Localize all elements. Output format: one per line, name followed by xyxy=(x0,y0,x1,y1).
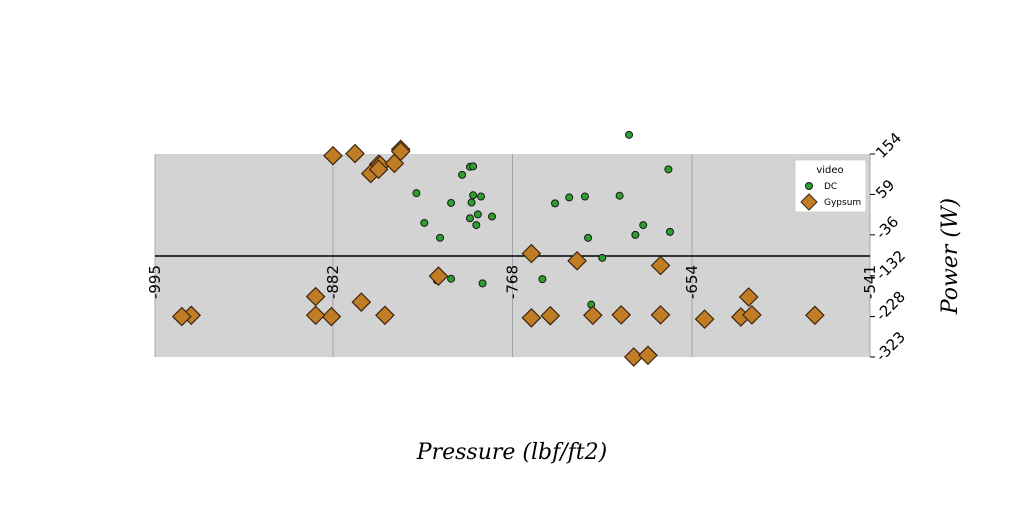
y-tick-label: -36 xyxy=(872,213,902,243)
x-tick-labels: -995 -882 -768 -654 -541 xyxy=(146,265,879,299)
point-dc xyxy=(478,279,487,288)
legend-gypsum-marker xyxy=(800,193,818,211)
point-gypsum xyxy=(638,345,658,366)
point-dc xyxy=(469,162,478,171)
point-dc xyxy=(420,218,429,227)
point-dc xyxy=(584,233,593,242)
point-dc xyxy=(472,221,481,230)
point-gypsum xyxy=(567,250,587,271)
x-tick-label: -768 xyxy=(504,265,522,299)
point-dc xyxy=(447,274,456,283)
point-gypsum xyxy=(650,305,671,325)
point-dc xyxy=(447,198,456,207)
legend-gypsum-label: Gypsum xyxy=(824,198,861,208)
point-dc xyxy=(639,221,648,230)
x-axis-title: Pressure (lbf/ft2) xyxy=(416,440,607,465)
point-dc xyxy=(436,233,445,242)
point-gypsum xyxy=(171,306,192,327)
point-dc xyxy=(488,212,497,221)
point-gypsum xyxy=(521,243,542,264)
point-dc xyxy=(469,191,478,200)
point-dc xyxy=(551,199,560,208)
y-tick-label: 59 xyxy=(872,176,898,202)
point-gypsum xyxy=(611,305,632,325)
point-dc xyxy=(625,130,634,139)
point-dc xyxy=(465,214,474,223)
x-tick-label: -654 xyxy=(683,265,701,299)
point-dc xyxy=(473,210,482,219)
point-gypsum xyxy=(368,159,389,180)
point-dc xyxy=(580,192,589,201)
point-gypsum xyxy=(321,306,342,327)
point-gypsum xyxy=(650,255,671,276)
point-dc xyxy=(538,275,547,284)
y-tick-label: -323 xyxy=(872,328,909,365)
point-dc xyxy=(664,165,673,174)
point-gypsum xyxy=(742,305,762,325)
point-dc xyxy=(458,170,467,179)
point-dc xyxy=(598,253,607,262)
y-tick-label: 154 xyxy=(872,129,905,162)
legend-title: video xyxy=(816,165,843,176)
legend-dc-label: DC xyxy=(824,182,837,192)
point-gypsum xyxy=(375,305,395,326)
point-gypsum xyxy=(351,292,372,312)
point-gypsum xyxy=(738,287,759,307)
point-dc xyxy=(631,230,640,239)
point-dc xyxy=(467,198,476,207)
point-gypsum xyxy=(428,266,449,286)
legend-dc-marker xyxy=(805,182,813,190)
series-gypsum xyxy=(171,139,825,367)
x-tick-label: -541 xyxy=(861,265,879,299)
point-gypsum xyxy=(390,141,411,162)
point-dc xyxy=(615,191,624,200)
point-gypsum xyxy=(540,305,561,326)
legend: video DC Gypsum xyxy=(794,159,867,213)
point-dc xyxy=(565,193,574,202)
y-axis-title: Power (W) xyxy=(938,198,963,315)
x-tick-label: -882 xyxy=(324,265,342,299)
point-gypsum xyxy=(521,307,542,328)
point-gypsum xyxy=(582,305,603,326)
point-dc xyxy=(665,227,674,236)
point-gypsum xyxy=(345,143,365,164)
point-gypsum xyxy=(805,305,825,326)
point-gypsum xyxy=(323,145,343,166)
x-tick-label: -995 xyxy=(146,265,164,299)
point-gypsum xyxy=(305,305,326,326)
point-gypsum xyxy=(694,309,715,329)
point-dc xyxy=(412,189,421,198)
point-dc xyxy=(477,192,486,201)
